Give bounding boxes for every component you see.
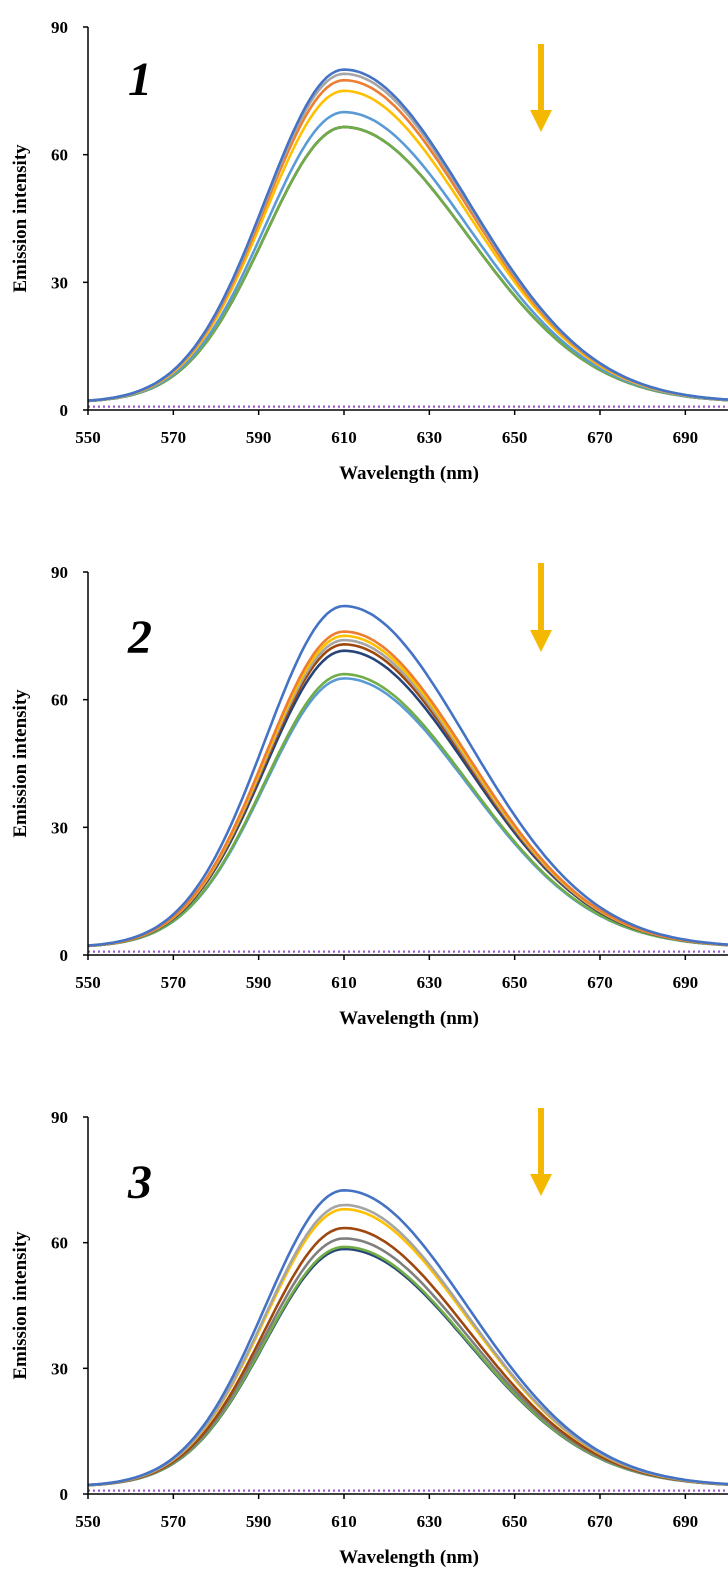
chart-panel-2: 0 30 60 90 550 570 590 610 630 650 670 690 Wavelengt… [10,563,728,1029]
y-tick-label: 0 [60,1485,69,1504]
x-tick-label: 670 [587,428,613,447]
x-tick-label: 690 [673,1512,699,1531]
y-tick-label: 90 [51,563,68,582]
y-tick-label: 0 [60,401,69,420]
x-tick-label: 650 [502,1512,528,1531]
x-tick-label: 550 [75,1512,101,1531]
y-axis-title: Emission intensity [10,689,31,838]
series-line-1 [87,68,728,402]
series-line-4 [87,638,728,947]
x-tick-label: 610 [331,973,357,992]
x-tick-label: 550 [75,973,101,992]
x-tick-label: 690 [673,973,699,992]
series-line-4 [87,1226,728,1487]
x-tick-label: 590 [246,1512,272,1531]
y-tick-label: 90 [51,18,68,37]
x-tick-label: 610 [331,1512,357,1531]
x-tick-label: 610 [331,428,357,447]
x-axis-title: Wavelength (nm) [339,1547,479,1568]
panel-number-label: 3 [127,1156,152,1209]
chart-panel-1: 0 30 60 90 550 570 590 610 630 650 670 690 Wavelengt… [10,18,728,484]
series-line-1 [87,1189,728,1487]
series-line-4 [87,89,728,402]
y-axis-title: Emission intensity [10,144,31,293]
y-tick-label: 30 [51,818,68,837]
panel-number-label: 2 [127,611,152,664]
series-line-2 [87,1203,728,1487]
chart-panel-3: 0 30 60 90 550 570 590 610 630 650 670 690 Wavelengt… [10,1108,728,1568]
x-tick-label: 630 [417,428,443,447]
x-tick-label: 590 [246,428,272,447]
series-line-2 [87,630,728,947]
x-tick-label: 570 [161,973,187,992]
series-line-6 [87,649,728,948]
x-axis-title: Wavelength (nm) [339,1008,479,1029]
y-tick-label: 60 [51,146,68,165]
y-tick-label: 60 [51,1234,68,1253]
decrease-arrow-head-icon [530,1174,552,1196]
y-tick-label: 0 [60,946,69,965]
series-line-5 [87,110,728,403]
y-tick-label: 30 [51,273,68,292]
x-tick-label: 670 [587,1512,613,1531]
y-tick-label: 30 [51,1359,68,1378]
x-tick-label: 690 [673,428,699,447]
series-line-7 [87,672,728,948]
y-tick-label: 90 [51,1108,68,1127]
series-line-1 [87,604,728,947]
x-tick-label: 630 [417,1512,443,1531]
x-tick-label: 550 [75,428,101,447]
x-tick-label: 650 [502,428,528,447]
y-tick-label: 60 [51,691,68,710]
y-axis-title: Emission intensity [10,1231,31,1380]
x-tick-label: 570 [161,1512,187,1531]
series-line-2 [87,72,728,402]
series-line-3 [87,1207,728,1487]
x-tick-label: 670 [587,973,613,992]
x-tick-label: 590 [246,973,272,992]
decrease-arrow-head-icon [530,110,552,132]
decrease-arrow-head-icon [530,630,552,652]
x-axis-title: Wavelength (nm) [339,463,479,484]
x-tick-label: 630 [417,973,443,992]
x-tick-label: 570 [161,428,187,447]
panel-number-label: 1 [128,53,152,106]
x-tick-label: 650 [502,973,528,992]
